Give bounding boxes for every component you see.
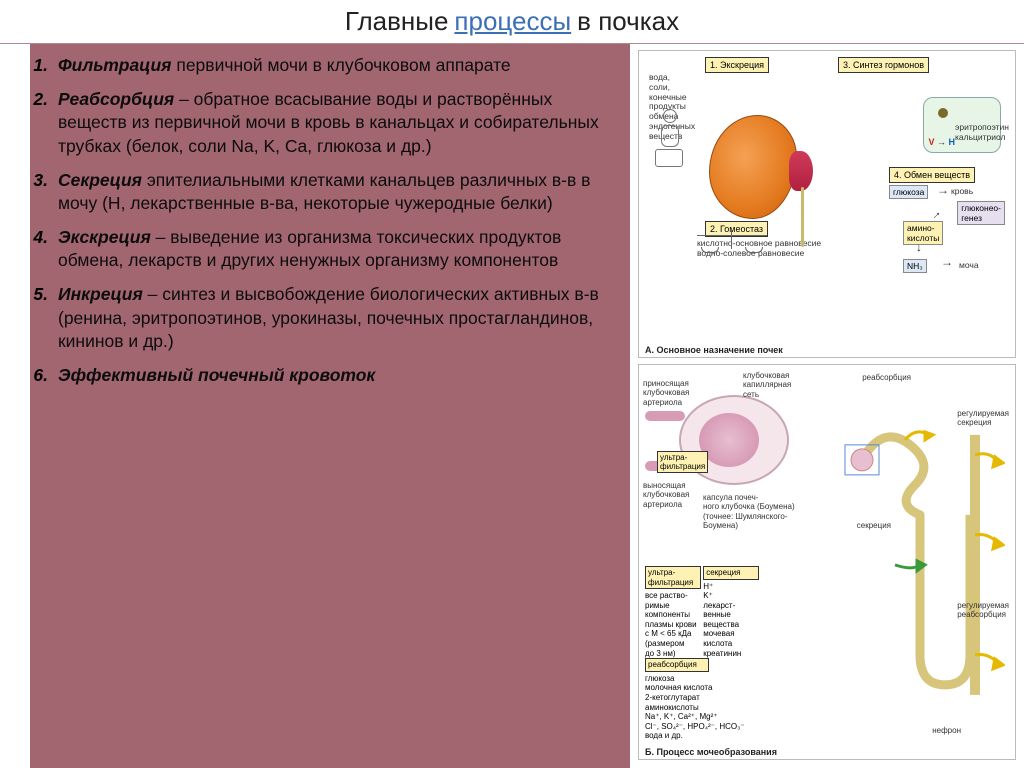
title-word-1: Главные <box>345 6 449 37</box>
label-afferent: приносящая клубочковая артериола <box>643 379 689 407</box>
title-word-2: процессы <box>454 6 571 37</box>
legend-col: ультра- фильтрация все раство- римые ком… <box>645 566 701 658</box>
kidney-hilum-icon <box>789 151 813 191</box>
list-item: Фильтрация первичной мочи в клубочковом … <box>54 54 616 78</box>
v-to-h: V → H <box>928 137 955 147</box>
sitting-figure-icon <box>655 109 691 169</box>
label-ultrafiltration: ультра- фильтрация <box>657 451 708 473</box>
panel-a-caption: А. Основное назначение почек <box>645 345 783 355</box>
metab-gluconeo: глюконео- генез <box>957 201 1005 225</box>
figure-panel: 1. Экскреция 3. Синтез гормонов 2. Гомео… <box>630 44 1024 768</box>
title-word-3: в почках <box>577 6 679 37</box>
label-reg-reabsorption: регулируемая реабсорбция <box>957 601 1009 619</box>
list-item: Эффективный почечный кровоток <box>54 364 616 388</box>
list-item: Инкреция – синтез и высвобождение биолог… <box>54 283 616 354</box>
balance-scales-icon <box>697 229 767 269</box>
item-text: первичной мочи в клубочковом аппарате <box>171 55 510 75</box>
term: Реабсорбция <box>58 89 174 109</box>
metab-urine: моча <box>959 261 979 271</box>
process-list: Фильтрация первичной мочи в клубочковом … <box>14 54 616 388</box>
legend-head: ультра- фильтрация <box>645 566 701 589</box>
slide: Главные процессы в почках Фильтрация пер… <box>0 0 1024 768</box>
list-item: Экскреция – выведение из организма токси… <box>54 226 616 273</box>
arrow-icon: → <box>941 255 953 269</box>
legend-text: все раство- римые компоненты плазмы кров… <box>645 591 697 658</box>
label-secretion: секреция <box>857 521 891 530</box>
arrow-icon: → <box>914 242 928 254</box>
list-item: Секреция эпителиальными клетками канальц… <box>54 169 616 216</box>
legend-text: H⁺ K⁺ лекарст- венные вещества мочевая к… <box>703 582 741 658</box>
panel-b: приносящая клубочковая артериола выносящ… <box>638 364 1016 760</box>
text-panel: Фильтрация первичной мочи в клубочковом … <box>0 44 630 768</box>
label-nephron: нефрон <box>932 726 961 735</box>
metabolism-diagram: глюкоза кровь → глюконео- генез амино- к… <box>845 181 1005 281</box>
ureter-icon <box>801 187 804 247</box>
label-efferent: выносящая клубочковая артериола <box>643 481 689 509</box>
legend-head: реабсорбция <box>645 658 709 672</box>
term: Эффективный почечный кровоток <box>58 365 375 385</box>
label-capsule: капсула почеч- ного клубочка (Боумена) (… <box>703 493 795 530</box>
label-capillary-net: клубочковая капиллярная сеть <box>743 371 791 399</box>
term: Секреция <box>58 170 142 190</box>
panel-a: 1. Экскреция 3. Синтез гормонов 2. Гомео… <box>638 50 1016 358</box>
legend-text: глюкоза молочная кислота 2-кетоглутарат … <box>645 674 745 741</box>
label-hormone-synth: 3. Синтез гормонов <box>838 57 929 73</box>
metab-blood: кровь <box>951 187 973 197</box>
slide-title: Главные процессы в почках <box>0 0 1024 44</box>
legend-col: реабсорбция глюкоза молочная кислота 2-к… <box>645 658 709 741</box>
metab-nh3: NH₃ <box>903 259 927 273</box>
list-item: Реабсорбция – обратное всасывание воды и… <box>54 88 616 159</box>
term: Инкреция <box>58 284 143 304</box>
term: Экскреция <box>58 227 151 247</box>
legend-head: секреция <box>703 566 759 580</box>
arrow-icon: → <box>937 183 949 197</box>
term: Фильтрация <box>58 55 171 75</box>
kidney-icon <box>709 115 797 219</box>
label-excretion: 1. Экскреция <box>705 57 769 73</box>
legend-col: секреция H⁺ K⁺ лекарст- венные вещества … <box>703 566 759 658</box>
panel-b-caption: Б. Процесс мочеобразования <box>645 747 777 757</box>
metab-glucose: глюкоза <box>889 185 928 199</box>
slide-body: Фильтрация первичной мочи в клубочковом … <box>0 44 1024 768</box>
hormone-names: эритропоэтин кальцитриол <box>955 123 1009 143</box>
legend: ультра- фильтрация все раство- римые ком… <box>645 566 825 741</box>
label-reabsorption: реабсорбция <box>862 373 911 382</box>
label-reg-secretion: регулируемая секреция <box>957 409 1009 427</box>
